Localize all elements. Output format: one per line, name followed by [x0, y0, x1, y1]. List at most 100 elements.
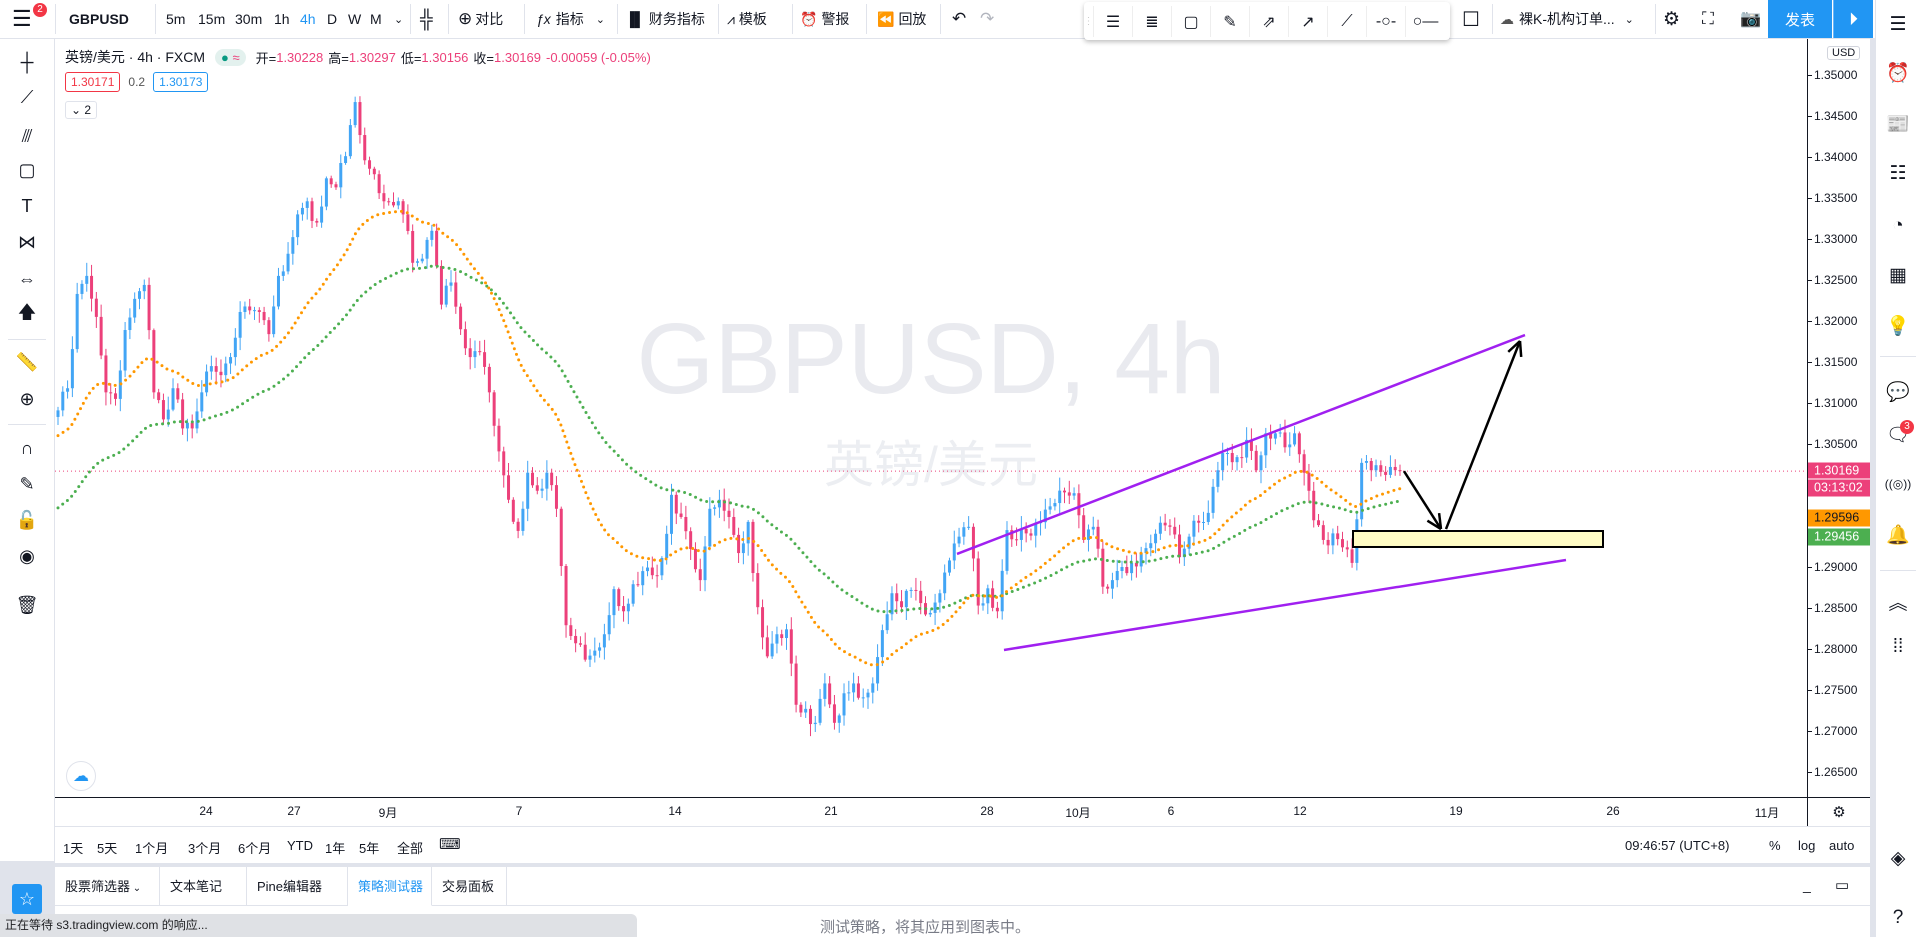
upper-trend-line[interactable]: [956, 333, 1526, 556]
fib-retracement-icon[interactable]: ⫻: [21, 125, 33, 146]
indicators-collapse-button[interactable]: ⌄ 2: [65, 101, 98, 119]
panel-tab-1[interactable]: 文本笔记: [160, 867, 247, 906]
eye-icon[interactable]: ◉: [19, 545, 35, 566]
interval-M[interactable]: M: [370, 11, 382, 27]
indicators-button[interactable]: ƒx 指标 ⌄: [536, 11, 606, 27]
down-arrow[interactable]: [1402, 470, 1443, 530]
interval-W[interactable]: W: [348, 11, 362, 27]
arrow-marker-tool-icon[interactable]: ⇗: [1250, 6, 1289, 37]
chevrons-icon[interactable]: ︽: [1888, 592, 1908, 614]
price-axis[interactable]: USD 1.35000 1.34500 1.34000 1.33500 1.33000 1…: [1807, 39, 1870, 797]
lock-icon[interactable]: 🔓: [15, 509, 39, 530]
symbol-search[interactable]: GBPUSD: [69, 11, 129, 27]
redo-button[interactable]: ↷: [980, 0, 994, 38]
news-icon[interactable]: 📰: [1886, 114, 1910, 135]
range-1[interactable]: 5天: [97, 841, 118, 856]
rectangle-icon[interactable]: ▢: [18, 159, 36, 180]
range-3[interactable]: 3个月: [188, 841, 222, 856]
interval-5m[interactable]: 5m: [166, 11, 186, 27]
layout-name-button[interactable]: ☁ 裸K-机构订单... ⌄: [1500, 10, 1634, 28]
zoom-in-icon[interactable]: ⊕: [19, 388, 35, 409]
screenshot-button[interactable]: 📷: [1740, 0, 1761, 38]
chart-type-candles-icon[interactable]: ╬: [420, 8, 433, 29]
menu-button[interactable]: ☰: [12, 0, 32, 38]
support-zone-rectangle[interactable]: [1352, 530, 1604, 548]
arrow-tool-icon[interactable]: ↗: [1289, 6, 1328, 37]
horizontal-line-tool-icon[interactable]: ○—: [1412, 12, 1439, 30]
sell-button[interactable]: 1.30171: [65, 72, 121, 92]
log-scale-toggle[interactable]: log: [1798, 838, 1816, 853]
trash-icon[interactable]: 🗑: [15, 594, 39, 615]
interval-1h[interactable]: 1h: [274, 11, 290, 27]
interval-30m[interactable]: 30m: [235, 11, 263, 27]
alert-button[interactable]: ⏰ 警报: [800, 10, 850, 28]
clock-timezone-button[interactable]: 09:46:57 (UTC+8): [1625, 838, 1730, 853]
interval-4h[interactable]: 4h: [300, 11, 316, 27]
chat-icon[interactable]: 💬: [1886, 382, 1910, 403]
select-layout-checkbox-icon[interactable]: ☐: [1462, 8, 1480, 31]
crosshair-icon[interactable]: ┼: [20, 51, 34, 72]
parallel-channel-tool-icon[interactable]: ☰: [1094, 6, 1133, 37]
pie-chart-icon[interactable]: ◔: [1892, 215, 1904, 236]
interval-dropdown-chevron-icon[interactable]: ⌄: [394, 13, 404, 26]
calendar-icon[interactable]: ▦: [1889, 264, 1907, 286]
lock-drawing-icon[interactable]: ✎: [19, 473, 35, 494]
currency-badge[interactable]: USD: [1827, 46, 1861, 60]
maximize-panel-button[interactable]: ▭: [1835, 876, 1849, 894]
fib-channel-tool-icon[interactable]: ≣: [1133, 6, 1172, 37]
lower-trend-line[interactable]: [1003, 558, 1567, 652]
horizontal-ray-tool-icon[interactable]: -○-: [1367, 6, 1406, 37]
range-6[interactable]: 1年: [325, 841, 346, 856]
minimize-panel-button[interactable]: _: [1803, 877, 1811, 893]
time-axis[interactable]: 24 27 9月 7 14 21 28 10月 6 12 19 26 11月 ⚙: [55, 797, 1870, 826]
magnet-icon[interactable]: ∩: [20, 437, 34, 458]
brush-tool-icon[interactable]: ✎: [1211, 6, 1250, 37]
rectangle-tool-icon[interactable]: ▢: [1172, 6, 1211, 37]
panel-tab-2[interactable]: Pine编辑器: [247, 867, 348, 906]
compare-button[interactable]: ⊕ 对比: [458, 9, 504, 28]
goto-date-calendar-icon[interactable]: ⌨: [439, 836, 461, 853]
range-4[interactable]: 6个月: [238, 841, 272, 856]
lightbulb-icon[interactable]: 💡: [1886, 316, 1910, 337]
chart-pane[interactable]: GBPUSD, 4h 英镑/美元 英镑/美元 · 4h · FXCM ● ≈ 开…: [55, 39, 1807, 797]
templates-button[interactable]: ⩘ 模板: [727, 10, 767, 28]
publish-button[interactable]: 发表: [1768, 0, 1832, 38]
trend-line-icon[interactable]: ⟋: [20, 86, 34, 107]
percent-scale-toggle[interactable]: %: [1769, 838, 1781, 853]
auto-scale-toggle[interactable]: auto: [1829, 838, 1855, 853]
interval-15m[interactable]: 15m: [198, 11, 226, 27]
axis-settings-button[interactable]: ⚙: [1807, 798, 1870, 826]
help-icon[interactable]: ?: [1892, 907, 1904, 928]
range-7[interactable]: 5年: [359, 841, 380, 856]
text-icon[interactable]: T: [21, 195, 33, 216]
panel-tab-3[interactable]: 策略测试器: [348, 867, 432, 906]
range-0[interactable]: 1天: [63, 841, 84, 856]
layers-icon[interactable]: ◈: [1890, 847, 1906, 869]
price-plot[interactable]: [55, 39, 1807, 797]
publish-options-button[interactable]: ⏵: [1833, 0, 1873, 38]
tradingview-logo-icon[interactable]: ☁: [66, 761, 96, 791]
panel-tab-0[interactable]: 股票筛选器 ⌄: [55, 867, 160, 906]
prediction-measure-icon[interactable]: ⇔: [18, 268, 36, 289]
bell-icon[interactable]: 🔔: [1886, 525, 1910, 546]
undo-button[interactable]: ↶: [952, 0, 966, 38]
watchlist-star-button[interactable]: ☆: [12, 884, 42, 914]
replay-button[interactable]: ⏪ 回放: [877, 10, 927, 28]
up-arrow[interactable]: [1444, 340, 1522, 530]
fullscreen-button[interactable]: ⛶: [1702, 0, 1714, 38]
arrow-up-icon[interactable]: 🡅: [17, 302, 37, 322]
signal-bulb-icon[interactable]: ((◎)): [1884, 477, 1912, 491]
settings-button[interactable]: ⚙: [1663, 0, 1680, 38]
indicator-visibility-toggle[interactable]: ● ≈: [215, 48, 246, 66]
trend-line-tool-icon[interactable]: ⟋: [1328, 6, 1367, 37]
alarm-clock-icon[interactable]: ⏰: [1886, 63, 1910, 84]
range-5[interactable]: YTD: [287, 838, 313, 853]
dom-icon[interactable]: ⁞⁞: [1892, 636, 1904, 657]
ideas-list-icon[interactable]: ☷: [1889, 162, 1907, 184]
drag-handle-icon[interactable]: ⋮: [1084, 6, 1094, 37]
buy-button[interactable]: 1.30173: [153, 72, 209, 92]
panel-tab-4[interactable]: 交易面板: [432, 867, 507, 906]
watchlist-menu-icon[interactable]: ☰: [1889, 13, 1907, 35]
financials-button[interactable]: ▐▌ 财务指标: [625, 11, 705, 27]
range-8[interactable]: 全部: [397, 841, 424, 856]
